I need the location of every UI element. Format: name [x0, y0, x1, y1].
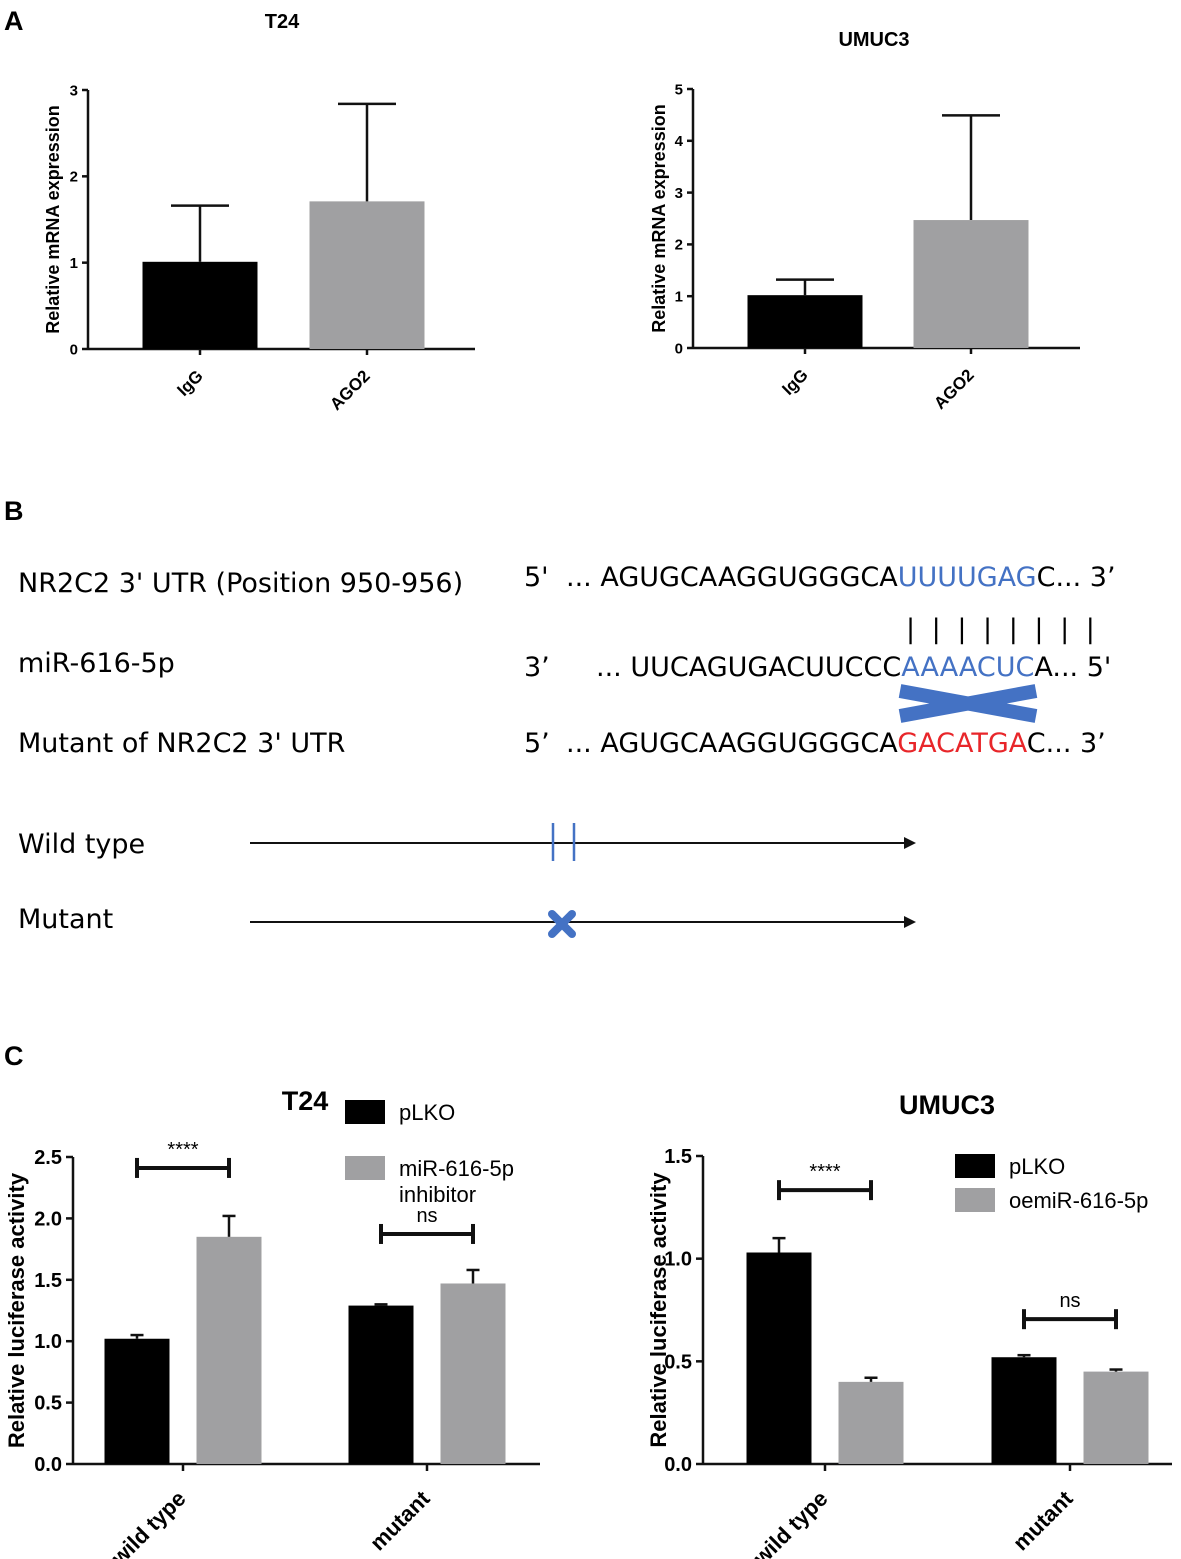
bar-series-0 — [746, 1252, 812, 1464]
y-tick-label: 3 — [70, 82, 78, 99]
construct-label-mutant: Mutant — [18, 904, 113, 935]
legend-label: oemiR-616-5p — [1009, 1188, 1148, 1213]
seq-end-mir: 3’ — [524, 652, 550, 683]
y-tick-label: 2 — [675, 237, 683, 254]
y-tick-label: 5 — [675, 81, 683, 98]
seed-site: UUUUGAG — [898, 562, 1037, 593]
x-tick-label: wild type — [106, 1486, 191, 1559]
seq-prefix: ... AGUGCAAGGUGGGCA — [566, 562, 898, 593]
seq-prefix: ... UUCAGUGACUUCCC — [596, 652, 901, 683]
bar-series-0 — [991, 1357, 1057, 1464]
significance-label: ns — [1059, 1290, 1080, 1312]
y-tick-label: 1.5 — [664, 1146, 692, 1168]
chart-title: T24 — [265, 11, 300, 33]
y-tick-label: 1.0 — [34, 1331, 62, 1353]
chart-a-umuc3: UMUC3 0 1 2 3 4 5 Relative mRNA expression IgG AG… — [649, 29, 1080, 413]
mutant-construct — [250, 910, 916, 938]
row-label-nr2c2: NR2C2 3' UTR (Position 950-956) — [18, 568, 463, 599]
bar-ago2 — [309, 201, 425, 349]
bar-igg — [747, 295, 863, 348]
y-tick-label: 4 — [675, 133, 684, 150]
bar-series-0 — [104, 1338, 170, 1464]
y-tick-label: 0.0 — [34, 1454, 62, 1476]
y-tick-label: 0 — [70, 341, 78, 358]
bar-series-0 — [348, 1305, 414, 1464]
seq-end-nr2c2: 5' — [524, 562, 549, 593]
y-tick-label: 0 — [675, 340, 683, 357]
legend-swatch — [955, 1154, 995, 1178]
significance-label: **** — [167, 1139, 198, 1161]
sequence-diagram: NR2C2 3' UTR (Position 950-956) miR-616-… — [18, 562, 1116, 938]
y-tick-label: 2.0 — [34, 1208, 62, 1230]
chart-c-umuc3: UMUC3 0.0 0.5 1.0 1.5 Relative luciferase act… — [646, 1090, 1172, 1559]
legend-label-line: inhibitor — [399, 1182, 476, 1207]
chart-title: T24 — [282, 1086, 329, 1116]
bar-series-1 — [440, 1283, 506, 1464]
legend-label-line: miR-616-5p — [399, 1156, 514, 1181]
legend-swatch — [955, 1188, 995, 1212]
x-tick-label: AGO2 — [930, 365, 978, 413]
y-axis-label: Relative luciferase activity — [646, 1172, 671, 1448]
arrowhead-icon — [904, 837, 916, 849]
y-tick-label: 0.5 — [34, 1393, 62, 1415]
bar-ago2 — [913, 220, 1029, 348]
legend-label: miR-616-5p inhibitor — [399, 1156, 514, 1207]
seed-site: AAAACUC — [901, 652, 1034, 683]
wild-type-construct — [250, 823, 916, 861]
seq-prefix: ... AGUGCAAGGUGGGCA — [566, 728, 898, 759]
y-tick-label: 3 — [675, 185, 683, 202]
mutation-x-icon — [548, 910, 576, 938]
panel-label-c: C — [4, 1041, 24, 1071]
row-label-mutant: Mutant of NR2C2 3' UTR — [18, 728, 345, 759]
mutation-cross-icon — [898, 684, 1038, 723]
y-tick-label: 1 — [70, 255, 78, 272]
seq-suffix: C... 3’ — [1027, 728, 1106, 759]
bar-series-1 — [838, 1381, 904, 1464]
sequence-mir: ... UUCAGUGACUUCCCAAAACUCA... 5' — [596, 652, 1111, 683]
bar-series-1 — [1083, 1371, 1149, 1464]
y-tick-label: 0.5 — [664, 1351, 692, 1373]
sequence-nr2c2: ... AGUGCAAGGUGGGCAUUUUGAGC... 3’ — [566, 562, 1116, 593]
y-tick-label: 2 — [70, 169, 78, 186]
y-tick-label: 1.5 — [34, 1270, 62, 1292]
y-axis-label: Relative mRNA expression — [649, 104, 669, 332]
arrowhead-icon — [904, 916, 916, 928]
y-axis-label: Relative luciferase activity — [4, 1172, 29, 1448]
y-tick-label: 1.0 — [664, 1249, 692, 1271]
x-tick-label: IgG — [173, 366, 206, 399]
panel-label-a: A — [4, 6, 24, 36]
significance-label: **** — [809, 1161, 840, 1183]
seq-end-mutant: 5’ — [524, 728, 550, 759]
chart-a-t24: T24 0 1 2 3 Relative mRNA expression IgG AGO2 — [43, 11, 475, 414]
bar-series-1 — [196, 1236, 262, 1464]
panel-label-b: B — [4, 496, 24, 526]
y-tick-label: 1 — [675, 288, 683, 305]
legend-label: pLKO — [399, 1100, 455, 1125]
seq-suffix: C... 3’ — [1037, 562, 1116, 593]
legend-swatch — [345, 1156, 385, 1180]
x-tick-label: wild type — [748, 1486, 833, 1559]
seed-site: GACATGA — [897, 728, 1028, 759]
legend-swatch — [345, 1100, 385, 1124]
bar-igg — [142, 261, 258, 349]
y-tick-label: 2.5 — [34, 1147, 62, 1169]
significance-label: ns — [416, 1205, 437, 1227]
sequence-mutant: ... AGUGCAAGGUGGGCAGACATGAC... 3’ — [566, 728, 1106, 759]
row-label-mir: miR-616-5p — [18, 648, 175, 679]
chart-title: UMUC3 — [838, 29, 909, 51]
x-tick-label: IgG — [778, 365, 811, 398]
x-tick-label: mutant — [1008, 1485, 1078, 1555]
legend-label: pLKO — [1009, 1154, 1065, 1179]
y-axis-label: Relative mRNA expression — [43, 105, 63, 333]
chart-title: UMUC3 — [899, 1090, 995, 1120]
x-tick-label: AGO2 — [326, 366, 374, 414]
x-tick-label: mutant — [365, 1485, 435, 1555]
pairing-lines: | | | | | | | | — [906, 614, 1099, 645]
seq-suffix: A... 5' — [1034, 652, 1111, 683]
y-tick-label: 0.0 — [664, 1454, 692, 1476]
construct-label-wild-type: Wild type — [18, 829, 145, 860]
